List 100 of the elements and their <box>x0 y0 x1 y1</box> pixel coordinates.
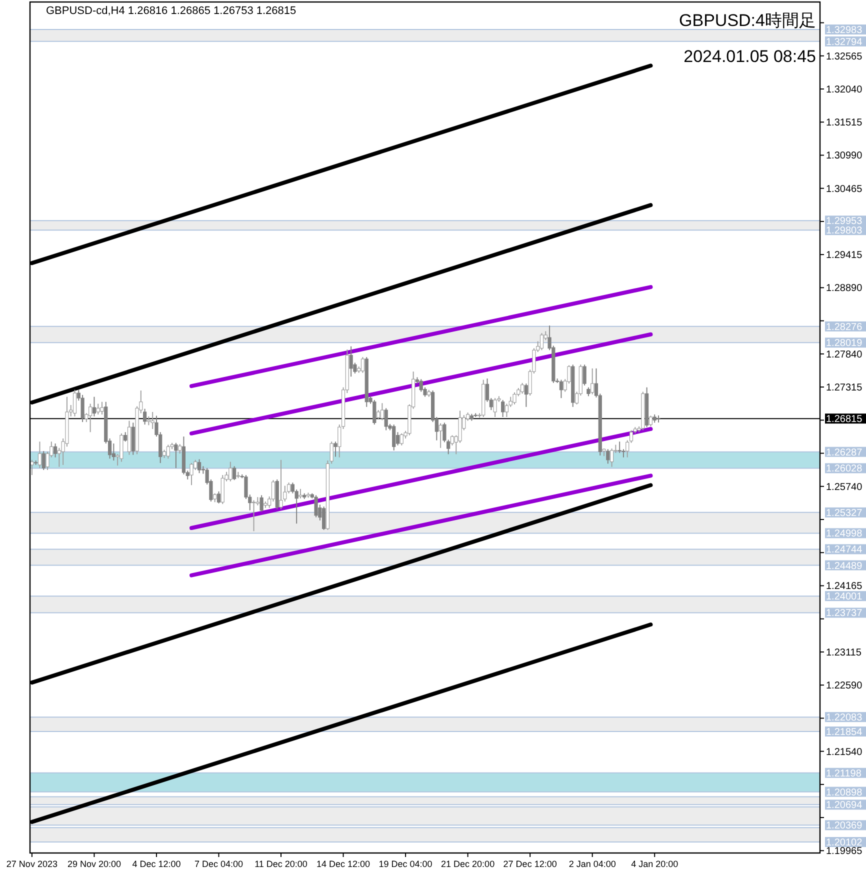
ref-line-label: 1.21854 <box>826 727 863 738</box>
ref-line-label: 1.28019 <box>826 338 863 350</box>
candlestick <box>512 392 516 405</box>
y-tick-label: 1.27315 <box>826 382 863 394</box>
ref-line-label: 1.20369 <box>826 820 863 832</box>
x-tick-label: 4 Dec 12:00 <box>132 859 181 869</box>
candlestick <box>349 346 353 378</box>
candlestick <box>166 444 170 460</box>
annotation: GBPUSD-cd,H4 1.26816 1.26865 1.26753 1.26815 <box>46 5 296 17</box>
ref-line-label: 1.24998 <box>826 528 863 540</box>
candlestick <box>590 368 594 395</box>
candlestick <box>501 399 505 418</box>
y-tick-label: 1.28890 <box>826 283 863 294</box>
candlestick <box>131 422 135 456</box>
candlestick <box>228 461 232 482</box>
candlestick <box>648 415 653 427</box>
candlestick <box>559 379 564 399</box>
candlestick <box>216 490 221 504</box>
candlestick <box>322 506 326 530</box>
y-tick-label: 1.30465 <box>826 184 863 195</box>
candlestick <box>143 408 147 426</box>
candlestick <box>392 424 396 451</box>
candlestick <box>493 398 497 418</box>
candlestick <box>72 389 77 417</box>
ref-line-label: 1.24001 <box>826 592 863 603</box>
candlestick <box>232 466 236 481</box>
y-tick-label: 1.30990 <box>826 150 863 162</box>
ref-line-label: 1.26815 <box>826 414 863 426</box>
candlestick <box>124 432 128 442</box>
x-tick-label: 27 Dec 12:00 <box>503 859 557 869</box>
x-tick-label: 7 Dec 04:00 <box>194 859 244 869</box>
candlestick <box>80 394 84 423</box>
ref-line-label: 1.26287 <box>826 447 863 458</box>
text: 2024.01.05 08:45 <box>684 47 816 66</box>
candlestick <box>610 448 614 468</box>
ref-line-label: 1.24744 <box>826 544 863 556</box>
candlestick <box>38 441 42 469</box>
candlestick <box>190 462 194 486</box>
candlestick <box>279 459 283 510</box>
candlestick <box>384 408 388 431</box>
candlestick <box>376 410 380 420</box>
ref-line-label: 1.26028 <box>826 464 863 475</box>
candlestick <box>330 441 334 464</box>
candlestick <box>298 488 302 499</box>
y-tick-label: 1.19965 <box>826 846 863 858</box>
ref-line-label: 1.24489 <box>826 560 863 572</box>
x-tick-label: 14 Dec 12:00 <box>316 859 370 869</box>
candlestick <box>112 442 116 462</box>
y-tick-label: 1.21540 <box>826 746 863 758</box>
candlestick <box>582 364 586 386</box>
ref-line-label: 1.21198 <box>826 768 862 780</box>
ref-line-label: 1.22083 <box>826 712 863 724</box>
candlestick <box>438 422 442 448</box>
ref-line-label: 1.20694 <box>826 800 863 812</box>
x-tick-label: 2 Jan 04:00 <box>568 859 616 869</box>
ref-line-label: 1.20898 <box>826 787 863 798</box>
y-tick-label: 1.31515 <box>826 118 863 129</box>
ref-line-label: 1.29953 <box>826 216 863 228</box>
candlestick <box>524 383 528 408</box>
candlestick <box>100 401 104 415</box>
y-tick-label: 1.25740 <box>826 482 863 493</box>
candlestick <box>540 332 544 351</box>
candlestick <box>88 403 92 433</box>
candlestick <box>380 402 384 421</box>
candlestick <box>96 403 100 415</box>
x-tick-label: 27 Nov 2023 <box>6 859 58 869</box>
candlestick <box>42 450 46 470</box>
candlestick <box>372 399 376 426</box>
candlestick <box>360 356 365 374</box>
candlestick <box>53 442 58 458</box>
y-tick-label: 1.23115 <box>826 647 862 658</box>
y-tick-label: 1.22590 <box>826 680 863 692</box>
candlestick <box>120 432 124 462</box>
candlestick <box>520 382 524 394</box>
candlestick <box>260 494 264 512</box>
x-tick-label: 4 Jan 20:00 <box>631 859 678 869</box>
y-tick-label: 1.32040 <box>826 84 863 96</box>
y-tick-label: 1.24165 <box>826 581 863 592</box>
ref-line-label: 1.32794 <box>826 36 863 48</box>
candlestick <box>174 442 178 469</box>
candlestick <box>30 459 34 476</box>
candlestick <box>178 444 182 454</box>
candlestick <box>618 441 622 454</box>
ref-line-label: 1.25327 <box>826 508 863 519</box>
candlestick <box>334 441 338 458</box>
candlestick <box>314 494 318 518</box>
x-tick-label: 19 Dec 04:00 <box>378 859 432 869</box>
x-tick-label: 29 Nov 20:00 <box>67 859 121 869</box>
y-tick-label: 1.29415 <box>826 250 863 262</box>
x-tick-label: 21 Dec 20:00 <box>441 859 495 869</box>
candlestick <box>197 458 202 474</box>
ref-line-label: 1.23737 <box>826 608 863 620</box>
y-tick-label: 1.32565 <box>826 51 863 62</box>
candlestick <box>150 411 154 430</box>
candlestick <box>92 396 96 417</box>
x-tick-label: 11 Dec 20:00 <box>254 859 308 869</box>
candlestick <box>606 448 610 464</box>
ref-line-label: 1.28276 <box>826 322 863 333</box>
ref-line-label: 1.32983 <box>826 25 863 36</box>
text: GBPUSD:4時間足 <box>679 11 816 30</box>
